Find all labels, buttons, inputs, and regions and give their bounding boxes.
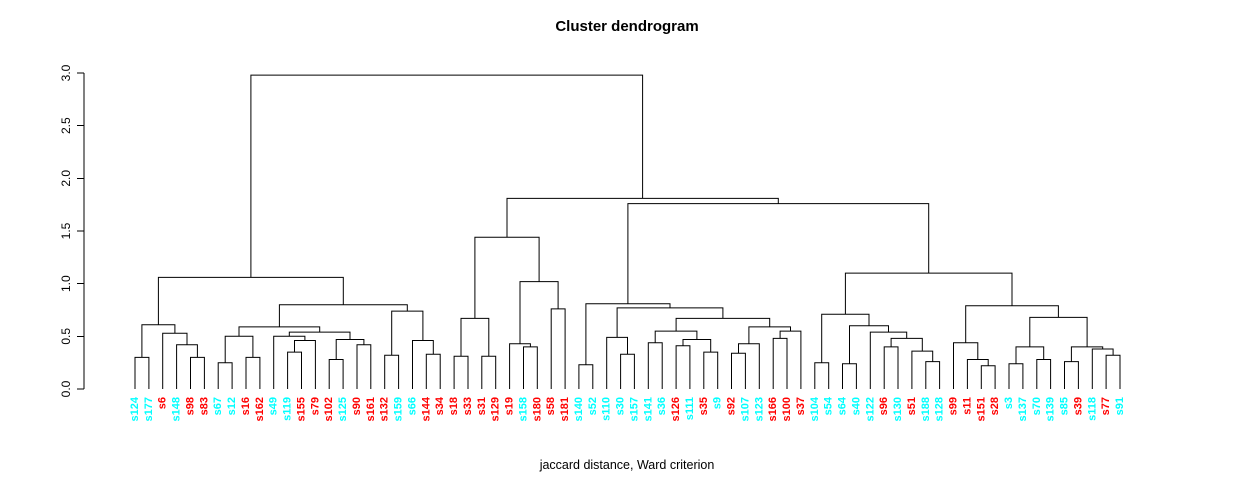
leaf-label-s33: s33	[462, 397, 474, 415]
leaf-label-s12: s12	[226, 397, 238, 415]
leaf-label-s66: s66	[406, 397, 418, 415]
leaf-label-s30: s30	[615, 397, 627, 415]
leaf-label-s104: s104	[809, 396, 821, 421]
leaf-label-s124: s124	[129, 396, 141, 421]
leaf-label-s151: s151	[975, 397, 987, 421]
leaf-label-s28: s28	[989, 397, 1001, 415]
y-axis-tick-label: 2.0	[59, 170, 73, 187]
leaf-label-s99: s99	[948, 397, 960, 415]
leaf-label-s139: s139	[1045, 397, 1057, 421]
leaf-label-s92: s92	[726, 397, 738, 415]
leaf-label-s161: s161	[365, 397, 377, 421]
leaf-label-s118: s118	[1086, 397, 1098, 421]
leaf-label-s125: s125	[337, 397, 349, 421]
x-axis-label: jaccard distance, Ward criterion	[539, 458, 715, 472]
leaf-label-s16: s16	[240, 397, 252, 415]
leaf-label-s54: s54	[823, 396, 835, 415]
leaf-label-s9: s9	[712, 397, 724, 409]
leaf-label-s180: s180	[531, 397, 543, 421]
leaf-label-s119: s119	[282, 397, 294, 421]
leaf-label-s111: s111	[684, 397, 696, 420]
leaf-label-s132: s132	[379, 397, 391, 421]
leaf-label-s70: s70	[1031, 397, 1043, 415]
leaf-label-s64: s64	[837, 396, 849, 415]
leaf-label-s18: s18	[448, 397, 460, 415]
leaf-label-s83: s83	[198, 397, 210, 415]
chart-title: Cluster dendrogram	[555, 18, 699, 35]
leaf-label-s159: s159	[393, 397, 405, 421]
leaf-label-s162: s162	[254, 397, 266, 421]
leaf-label-s90: s90	[351, 397, 363, 415]
leaf-label-s6: s6	[157, 397, 169, 409]
leaf-label-s141: s141	[642, 397, 654, 421]
leaf-label-s67: s67	[212, 397, 224, 415]
leaf-label-s19: s19	[504, 397, 516, 415]
leaf-label-s36: s36	[656, 397, 668, 415]
leaf-label-s100: s100	[781, 397, 793, 421]
leaf-label-s123: s123	[753, 397, 765, 421]
leaf-label-s11: s11	[961, 397, 973, 415]
leaf-label-s102: s102	[323, 397, 335, 421]
y-axis-tick-label: 3.0	[59, 64, 73, 81]
leaf-label-s188: s188	[920, 397, 932, 421]
leaf-label-s31: s31	[476, 397, 488, 415]
leaf-label-s34: s34	[434, 396, 446, 415]
leaf-label-s166: s166	[767, 397, 779, 421]
leaf-label-s3: s3	[1003, 397, 1015, 409]
leaf-label-s157: s157	[628, 397, 640, 421]
leaf-label-s40: s40	[850, 397, 862, 415]
dendrogram-lines	[134, 74, 1121, 389]
leaf-label-s35: s35	[698, 397, 710, 415]
leaf-label-s130: s130	[892, 397, 904, 421]
y-axis-tick-label: 2.5	[59, 117, 73, 134]
leaf-label-s140: s140	[573, 397, 585, 421]
leaf-label-s158: s158	[517, 397, 529, 421]
leaf-label-s122: s122	[864, 397, 876, 421]
leaf-label-s52: s52	[587, 397, 599, 415]
leaf-label-s148: s148	[171, 397, 183, 421]
leaf-label-s51: s51	[906, 397, 918, 415]
leaf-label-s39: s39	[1072, 397, 1084, 415]
leaf-label-s128: s128	[934, 397, 946, 421]
leaf-label-s137: s137	[1017, 397, 1029, 421]
leaf-label-s49: s49	[268, 397, 280, 415]
leaf-label-s37: s37	[795, 397, 807, 415]
leaf-label-s107: s107	[739, 397, 751, 421]
y-axis-tick-label: 1.5	[59, 222, 73, 239]
leaf-label-s58: s58	[545, 397, 557, 415]
leaf-label-s181: s181	[559, 397, 571, 421]
leaf-label-s126: s126	[670, 397, 682, 421]
leaf-label-s144: s144	[420, 396, 432, 421]
leaf-label-s85: s85	[1059, 397, 1071, 415]
leaf-label-s129: s129	[490, 397, 502, 421]
leaf-label-s177: s177	[143, 397, 155, 421]
leaf-label-s98: s98	[184, 397, 196, 415]
y-axis-tick-label: 0.5	[59, 328, 73, 345]
y-axis-tick-label: 1.0	[59, 275, 73, 292]
leaf-label-s79: s79	[309, 397, 321, 415]
leaf-label-s155: s155	[295, 397, 307, 421]
leaf-label-s77: s77	[1100, 397, 1112, 415]
leaf-label-s91: s91	[1114, 397, 1126, 415]
leaf-label-s96: s96	[878, 397, 890, 415]
leaf-label-s110: s110	[601, 397, 613, 421]
y-axis-tick-label: 0.0	[59, 380, 73, 397]
